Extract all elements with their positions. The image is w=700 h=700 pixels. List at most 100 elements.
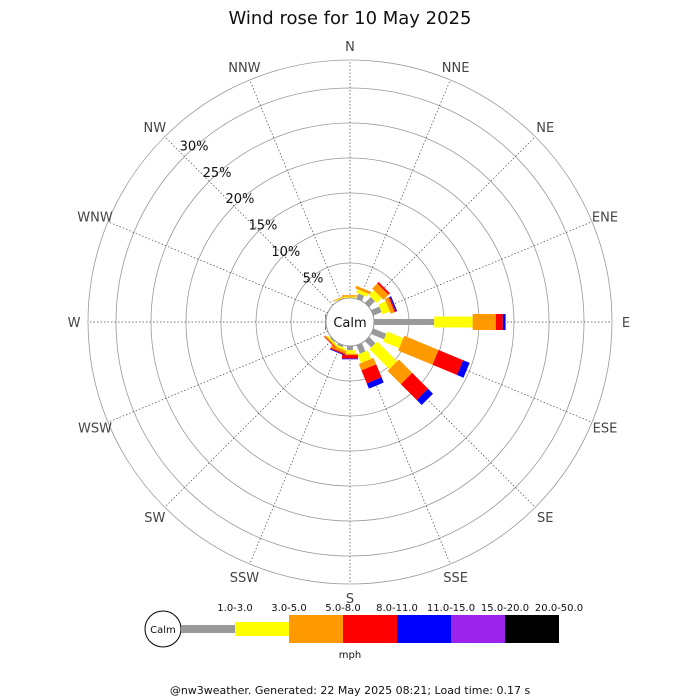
spoke-nnw xyxy=(249,79,342,300)
bar-sw-bin-1 xyxy=(327,336,336,345)
spoke-nw xyxy=(164,136,334,306)
bar-ssw-bin-1 xyxy=(334,344,346,351)
bar-s-bin-0 xyxy=(347,346,353,351)
percent-labels: 5%10% 15% 20% 25% 30% xyxy=(180,139,324,286)
bar-s-bin-3 xyxy=(342,355,358,359)
bar-ese-bin-4 xyxy=(457,360,470,378)
bar-ene-bin-4 xyxy=(389,296,398,312)
bar-n-bin-1 xyxy=(344,296,356,298)
bar-se-bin-3 xyxy=(400,372,429,401)
footer-text: @nw3weather. Generated: 22 May 2025 08:2… xyxy=(170,684,531,697)
legend-label-5: 15.0-20.0 xyxy=(481,603,529,614)
bar-sw-bin-3 xyxy=(323,336,336,349)
direction-label-w: W xyxy=(68,316,81,331)
direction-label-ne: NE xyxy=(536,121,554,136)
bar-e-bin-4 xyxy=(502,314,506,330)
bar-se-bin-2 xyxy=(387,359,413,385)
legend-swatch-4 xyxy=(397,615,451,643)
bar-sse-bin-1 xyxy=(357,350,372,364)
bar-ne-bin-2 xyxy=(372,283,389,300)
direction-label-se: SE xyxy=(537,511,553,526)
direction-label-e: E xyxy=(622,316,630,331)
legend-swatch-5 xyxy=(451,615,505,643)
legend-label-3: 8.0-11.0 xyxy=(376,603,418,614)
legend-calm-label: Calm xyxy=(150,625,176,636)
bar-ne-bin-1 xyxy=(369,290,382,303)
spoke-wsw xyxy=(107,330,328,423)
direction-label-nnw: NNW xyxy=(228,61,260,76)
direction-label-sse: SSE xyxy=(443,571,468,586)
bar-sse-bin-4 xyxy=(366,377,384,389)
bar-nne-bin-1 xyxy=(356,289,368,297)
bar-ese-bin-3 xyxy=(432,350,464,375)
bar-ene-bin-1 xyxy=(378,301,390,315)
direction-labels: N NNE NE ENE E ESE SE SSE S SSW SW WSW W WNW NW NNW xyxy=(68,40,631,607)
legend-swatch-6 xyxy=(505,615,559,643)
bar-sse-bin-0 xyxy=(356,343,366,354)
bar-sw-bin-0 xyxy=(329,336,336,343)
direction-label-ene: ENE xyxy=(592,210,618,225)
bar-ssw-bin-0 xyxy=(337,343,344,348)
calm-ring xyxy=(325,297,375,347)
direction-label-wsw: WSW xyxy=(78,422,112,437)
bar-sse-bin-2 xyxy=(358,357,377,371)
direction-label-ese: ESE xyxy=(593,422,618,437)
direction-label-nne: NNE xyxy=(442,61,470,76)
percent-label-10: 10% xyxy=(271,245,300,260)
spoke-nne xyxy=(358,79,451,300)
bar-ese-bin-0 xyxy=(371,328,387,340)
legend-label-6: 20.0-50.0 xyxy=(535,603,583,614)
bar-ese-bin-2 xyxy=(398,335,439,365)
legend-label-0: 1.0-3.0 xyxy=(217,603,252,614)
spoke-sw xyxy=(164,338,334,508)
wind-bars xyxy=(323,282,506,405)
direction-label-nw: NW xyxy=(144,121,167,136)
legend-swatch-3 xyxy=(343,615,397,643)
legend-label-2: 5.0-8.0 xyxy=(325,603,360,614)
direction-label-n: N xyxy=(345,40,355,55)
speed-legend: Calm 1.0-3.0 3.0-5.0 5.0-8.0 8.0-11.0 11.0-15… xyxy=(144,603,583,661)
legend-label-4: 11.0-15.0 xyxy=(427,603,475,614)
bar-ssw-bin-3 xyxy=(330,347,346,355)
spoke-ne xyxy=(366,136,536,306)
bar-nne-bin-2 xyxy=(355,285,372,295)
spoke-wnw xyxy=(107,221,328,314)
direction-label-ssw: SSW xyxy=(230,571,260,586)
percent-label-5: 5% xyxy=(303,272,324,287)
bar-nnw-bin-2 xyxy=(332,294,348,302)
legend-label-1: 3.0-5.0 xyxy=(271,603,306,614)
bar-ssw-bin-4 xyxy=(329,348,345,356)
bar-se-bin-4 xyxy=(416,388,433,405)
percent-label-15: 15% xyxy=(248,219,277,234)
direction-label-sw: SW xyxy=(144,511,165,526)
percent-label-20: 20% xyxy=(225,192,254,207)
bar-ene-bin-0 xyxy=(371,306,382,316)
bar-se-bin-0 xyxy=(364,336,376,348)
percent-label-30: 30% xyxy=(180,139,209,154)
bar-ne-bin-0 xyxy=(364,297,375,308)
bar-e-bin-0 xyxy=(374,319,435,325)
bar-e-bin-2 xyxy=(472,314,496,330)
bar-ene-bin-2 xyxy=(384,297,395,314)
bar-ene-bin-3 xyxy=(388,296,396,313)
legend-swatch-2 xyxy=(289,615,343,643)
bar-ese-bin-1 xyxy=(383,331,404,349)
direction-label-wnw: WNW xyxy=(77,210,113,225)
direction-label-s: S xyxy=(346,592,354,607)
grid-ring-outer xyxy=(87,59,613,585)
bar-s-bin-2 xyxy=(342,353,358,356)
chart-title: Wind rose for 10 May 2025 xyxy=(229,8,472,29)
bar-nnw-bin-1 xyxy=(335,296,346,302)
bar-s-bin-1 xyxy=(344,350,356,354)
bar-e-bin-1 xyxy=(434,316,473,328)
bar-s-bin-4 xyxy=(342,358,358,360)
bar-e-bin-3 xyxy=(495,314,503,330)
legend-unit: mph xyxy=(339,650,361,661)
spoke-ssw xyxy=(249,344,342,565)
percent-label-25: 25% xyxy=(203,166,232,181)
bar-sw-bin-2 xyxy=(324,335,337,348)
legend-swatch-1 xyxy=(235,622,289,636)
bar-sse-bin-3 xyxy=(361,364,382,384)
spoke-ene xyxy=(372,221,593,314)
